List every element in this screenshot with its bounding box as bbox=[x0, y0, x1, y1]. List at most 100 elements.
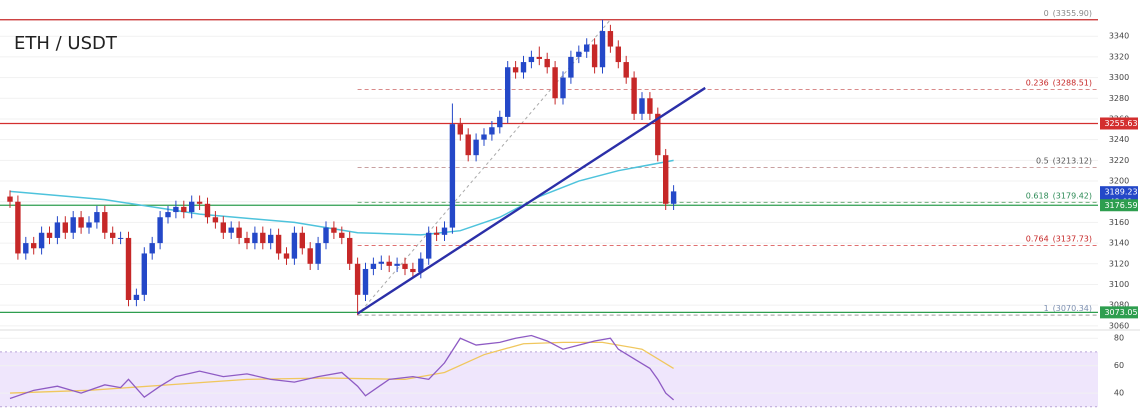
y-tick-label: 3320 bbox=[1109, 52, 1129, 61]
candle-body bbox=[173, 206, 179, 213]
candle-body bbox=[433, 232, 440, 235]
candle-body bbox=[505, 67, 511, 117]
candle-body bbox=[670, 191, 677, 204]
y-tick-label: 3100 bbox=[1109, 280, 1129, 289]
price-tag-label: 3189.23 bbox=[1104, 188, 1137, 197]
fib-ratio: 1 bbox=[1044, 304, 1049, 313]
chart-title: ETH / USDT bbox=[14, 33, 118, 54]
fib-ratio: 0.236 bbox=[1026, 78, 1049, 87]
candle-body bbox=[62, 222, 68, 233]
candle-body bbox=[181, 206, 187, 213]
fib-level-label: 0.618 (3179.42) bbox=[1026, 191, 1092, 200]
candle-body bbox=[465, 134, 471, 156]
candle-body bbox=[497, 116, 503, 128]
candle-body bbox=[560, 77, 566, 99]
candle-body bbox=[615, 46, 621, 63]
fib-price: (3137.73) bbox=[1053, 234, 1092, 243]
candle-body bbox=[386, 261, 392, 266]
candle-body bbox=[141, 253, 147, 295]
candle-body bbox=[196, 201, 203, 204]
candle-body bbox=[125, 237, 132, 300]
y-tick-label: 3140 bbox=[1109, 239, 1129, 248]
candle-body bbox=[204, 203, 211, 218]
candle-body bbox=[38, 232, 45, 249]
candle-body bbox=[607, 31, 614, 47]
candle-body bbox=[236, 227, 242, 238]
candle-body bbox=[133, 294, 140, 300]
candle-body bbox=[418, 258, 424, 273]
candle-body bbox=[220, 222, 226, 233]
candle-body bbox=[339, 232, 345, 238]
fib-ratio: 0.618 bbox=[1026, 191, 1049, 200]
candle-body bbox=[165, 212, 171, 218]
candle-body bbox=[568, 56, 574, 78]
candle-body bbox=[102, 212, 108, 233]
rsi-line bbox=[9, 334, 675, 401]
fib-ratio: 0 bbox=[1044, 8, 1049, 17]
candle-body bbox=[591, 44, 598, 68]
y-tick-label: 40 bbox=[1114, 389, 1124, 398]
price-tag bbox=[1100, 199, 1138, 212]
y-tick-label: 3080 bbox=[1109, 301, 1129, 310]
fib-price: (3288.51) bbox=[1053, 78, 1092, 87]
candle-body bbox=[457, 124, 463, 135]
candle-body bbox=[189, 201, 195, 213]
price-tag bbox=[1100, 306, 1138, 319]
candle-body bbox=[307, 248, 313, 264]
candle-body bbox=[426, 232, 432, 259]
y-tick-label: 3280 bbox=[1109, 94, 1129, 103]
candle-body bbox=[410, 268, 416, 273]
candle-body bbox=[23, 243, 29, 254]
candle-body bbox=[552, 67, 558, 99]
price-tag-label: 3176.59 bbox=[1104, 201, 1137, 210]
candle-body bbox=[473, 139, 479, 156]
candle-body bbox=[528, 56, 535, 63]
y-tick-label: 60 bbox=[1114, 361, 1124, 370]
fib-level-label: 0.764 (3137.73) bbox=[1026, 234, 1092, 243]
y-tick-label: 3300 bbox=[1109, 73, 1129, 82]
candle-body bbox=[623, 62, 629, 78]
candle-body bbox=[157, 217, 163, 244]
candle-body bbox=[244, 237, 250, 244]
y-tick-label: 3340 bbox=[1109, 32, 1129, 41]
fib-ratio: 0.5 bbox=[1036, 156, 1049, 165]
trendline bbox=[356, 86, 706, 315]
candle-body bbox=[599, 31, 606, 68]
candle-body bbox=[54, 222, 61, 238]
fib-price: (3213.12) bbox=[1053, 156, 1092, 165]
y-tick-label: 3200 bbox=[1109, 177, 1129, 186]
candle-body bbox=[354, 263, 361, 295]
candle-body bbox=[441, 227, 448, 235]
fib-ratio: 0.764 bbox=[1026, 234, 1049, 243]
candle-body bbox=[7, 196, 13, 202]
rsi-line bbox=[9, 341, 674, 394]
candle-body bbox=[78, 217, 84, 228]
candle-body bbox=[149, 243, 155, 254]
candle-body bbox=[362, 268, 369, 295]
candle-body bbox=[15, 201, 21, 254]
candle-body bbox=[378, 261, 384, 264]
candle-body bbox=[94, 212, 100, 223]
candle-body bbox=[536, 56, 542, 59]
y-tick-label: 80 bbox=[1114, 334, 1124, 343]
candle-body bbox=[260, 232, 266, 244]
candle-body bbox=[631, 77, 637, 114]
fib-level-label: 1 (3070.34) bbox=[1044, 304, 1092, 313]
y-tick-label: 3120 bbox=[1109, 259, 1129, 268]
candle-body bbox=[315, 243, 321, 264]
candle-body bbox=[331, 227, 337, 233]
candle-body bbox=[268, 234, 274, 244]
candle-body bbox=[212, 217, 219, 223]
candle-body bbox=[394, 263, 400, 266]
fib-price: (3355.90) bbox=[1053, 8, 1092, 17]
price-tag-label: 3255.63 bbox=[1104, 119, 1137, 128]
candle-body bbox=[481, 134, 487, 140]
candle-body bbox=[663, 155, 669, 204]
candle-body bbox=[347, 237, 353, 264]
y-tick-label: 3060 bbox=[1109, 321, 1129, 330]
candle-body bbox=[110, 232, 116, 238]
fib-price: (3179.42) bbox=[1053, 191, 1092, 200]
candle-body bbox=[370, 263, 377, 269]
price-pane: 3060308031003120314031603180320032203240… bbox=[0, 8, 1138, 330]
